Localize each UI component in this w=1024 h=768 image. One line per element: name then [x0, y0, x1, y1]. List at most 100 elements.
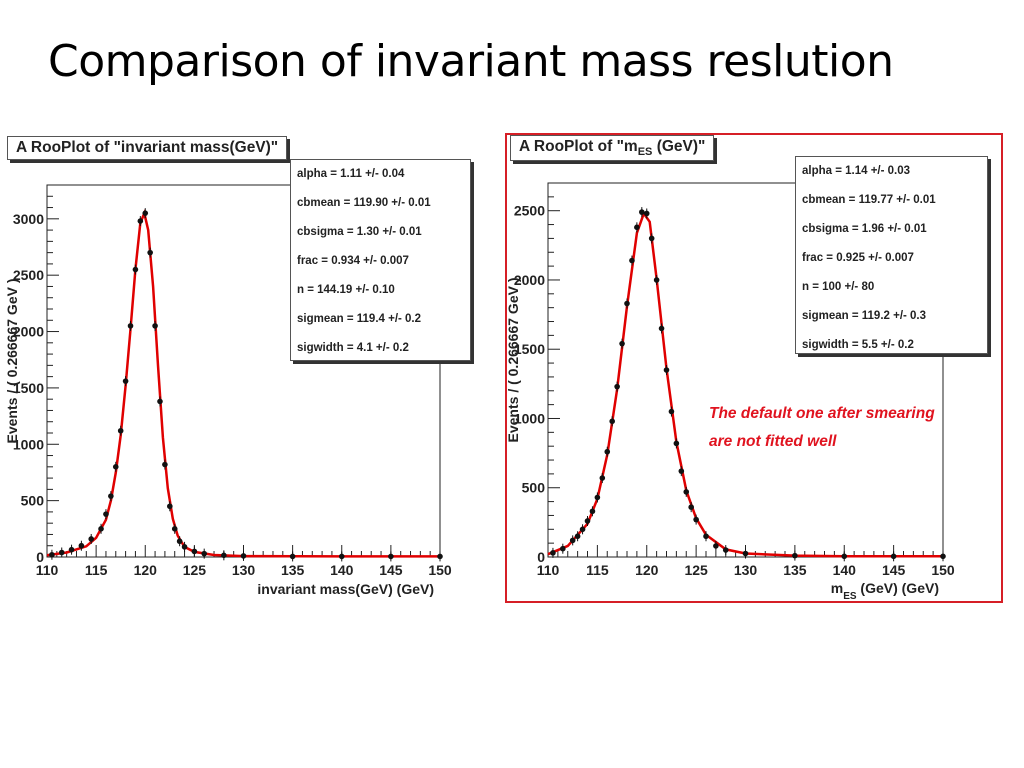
x-tick-label: 125: [183, 562, 207, 578]
data-point: [890, 553, 897, 560]
x-tick-label: 130: [232, 562, 256, 578]
data-point: [614, 383, 620, 390]
data-point: [117, 427, 124, 434]
fit-param-frac: frac = 0.934 +/- 0.007: [297, 255, 409, 267]
fit-param-n: n = 100 +/- 80: [802, 281, 875, 293]
data-point: [619, 340, 625, 347]
data-point: [176, 538, 183, 545]
x-tick-label: 120: [134, 562, 158, 578]
data-point: [437, 553, 443, 560]
data-point: [338, 553, 345, 560]
annotation-line-2: are not fitted well: [709, 433, 837, 450]
data-point: [658, 325, 665, 332]
data-point: [634, 224, 640, 231]
fit-param-alpha: alpha = 1.14 +/- 0.03: [802, 165, 911, 177]
data-point: [579, 526, 586, 533]
data-point: [742, 550, 749, 557]
data-point: [68, 546, 75, 553]
plot-title-invariant-mass: A RooPlot of "invariant mass(GeV)": [7, 136, 288, 160]
data-point: [112, 464, 119, 470]
y-tick-label: 3000: [13, 211, 44, 227]
data-point: [722, 547, 729, 553]
mes-chart: 110 115 120 125 130 135 140 145 1500500100015002…: [505, 182, 955, 602]
fit-param-n: n = 144.19 +/- 0.10: [297, 284, 395, 296]
data-point: [683, 489, 690, 495]
data-point: [643, 210, 650, 217]
fit-param-cbsigma: cbsigma = 1.96 +/- 0.01: [802, 223, 927, 235]
x-tick-label: 130: [734, 562, 758, 578]
x-tick-label: 140: [330, 562, 354, 578]
data-point: [673, 440, 680, 447]
y-tick-label: 500: [21, 493, 45, 509]
x-tick-label: 120: [635, 562, 659, 578]
plot-title-mes-prefix: A RooPlot of "m: [519, 138, 638, 155]
fit-param-frac: frac = 0.925 +/- 0.007: [802, 252, 914, 264]
data-point: [648, 235, 655, 242]
data-point: [157, 398, 163, 405]
data-point: [663, 367, 670, 373]
plot-title-mes-subscript: ES: [637, 146, 653, 159]
y-tick-label: 1000: [514, 410, 545, 426]
data-point: [108, 493, 114, 499]
data-point: [142, 210, 149, 216]
data-point: [940, 553, 946, 560]
data-point: [201, 550, 207, 557]
x-tick-label: 110: [36, 562, 59, 578]
data-point: [678, 468, 685, 474]
data-point: [624, 300, 630, 307]
x-axis-label: invariant mass(GeV) (GeV): [257, 581, 434, 597]
x-tick-label: 145: [882, 562, 906, 578]
x-axis-label: mES (GeV) (GeV): [831, 580, 939, 602]
x-axis-label-rest: (GeV) (GeV): [857, 580, 939, 596]
data-point: [584, 518, 591, 524]
x-tick-label: 125: [684, 562, 708, 578]
fit-param-sigmean: sigmean = 119.4 +/- 0.2: [297, 313, 422, 325]
data-point: [181, 544, 188, 550]
data-point: [653, 277, 660, 283]
data-point: [98, 526, 104, 532]
data-point: [569, 537, 576, 544]
data-point: [668, 408, 675, 415]
data-point: [137, 218, 144, 224]
data-point: [152, 323, 158, 329]
y-axis-label: Events / ( 0.266667 GeV ): [4, 279, 20, 444]
data-point: [713, 543, 719, 549]
y-tick-label: 1500: [514, 341, 545, 357]
data-point: [289, 553, 296, 560]
x-tick-label: 135: [281, 562, 305, 578]
plot-title-mes: A RooPlot of "mES (GeV)": [510, 135, 715, 162]
data-point: [127, 323, 134, 329]
annotation-line-1: The default one after smearing: [709, 405, 935, 422]
y-axis-label: Events / ( 0.266667 GeV ): [505, 278, 521, 443]
x-tick-label: 145: [379, 562, 403, 578]
fit-param-cbsigma: cbsigma = 1.30 +/- 0.01: [297, 226, 422, 238]
data-point: [240, 553, 247, 559]
data-point: [388, 553, 394, 560]
data-point: [604, 448, 611, 455]
data-point: [49, 551, 55, 558]
data-point: [88, 536, 95, 542]
fit-param-sigwidth: sigwidth = 4.1 +/- 0.2: [297, 342, 409, 354]
data-point: [589, 508, 596, 515]
data-point: [609, 418, 615, 425]
data-point: [58, 549, 65, 556]
data-point: [162, 461, 168, 468]
y-tick-label: 2000: [13, 324, 44, 340]
x-axis-label-subscript: ES: [843, 591, 857, 602]
data-point: [688, 504, 694, 510]
y-tick-label: 500: [522, 480, 546, 496]
data-point: [167, 503, 173, 510]
data-point: [147, 249, 153, 256]
annotation-note: The default one after smearing are not f…: [709, 400, 1009, 456]
plot-title-mes-suffix: (GeV)": [652, 138, 706, 155]
data-point: [191, 548, 198, 555]
y-tick-label: 0: [36, 549, 44, 565]
data-point: [841, 553, 848, 560]
fit-param-alpha: alpha = 1.11 +/- 0.04: [297, 168, 405, 180]
data-point: [599, 475, 606, 481]
data-point: [78, 542, 85, 549]
data-point: [550, 550, 556, 556]
x-tick-label: 115: [586, 562, 609, 578]
data-point: [122, 378, 129, 384]
data-point: [639, 209, 645, 215]
